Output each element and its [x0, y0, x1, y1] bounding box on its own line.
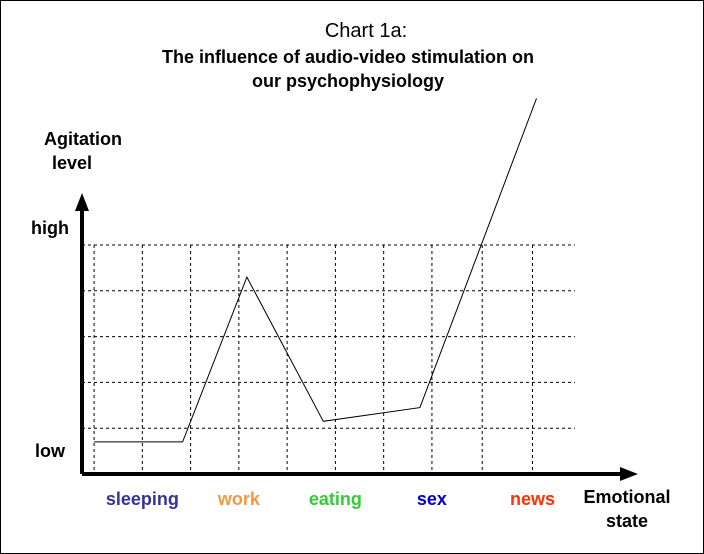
category-label-sex: sex: [417, 489, 447, 509]
y-axis-label-line-2: level: [52, 153, 92, 173]
x-axis-label-line-2: state: [606, 511, 648, 531]
grid-layer: [82, 244, 575, 474]
text-layer: Chart 1a: The influence of audio-video s…: [31, 20, 671, 531]
category-label-sleeping: sleeping: [106, 489, 179, 509]
chart-title: Chart 1a:: [325, 20, 407, 42]
chart-subtitle-line-2: our psychophysiology: [252, 71, 444, 91]
series-line-1: [94, 98, 537, 443]
x-axis-label-line-1: Emotional: [583, 487, 670, 507]
category-label-eating: eating: [309, 489, 362, 509]
chart-subtitle-line-1: The influence of audio-video stimulation…: [162, 47, 534, 67]
series-layer: [94, 98, 537, 443]
x-axis-arrow-icon: [620, 467, 638, 481]
category-label-layer: sleeping work eating sex news: [106, 489, 555, 509]
y-axis-arrow-icon: [75, 193, 89, 211]
y-tick-label-high: high: [31, 218, 69, 238]
category-label-news: news: [510, 489, 555, 509]
y-tick-label-low: low: [35, 441, 66, 461]
y-axis-label-line-1: Agitation: [44, 129, 122, 149]
category-label-work: work: [217, 489, 261, 509]
axis-layer: [75, 193, 638, 481]
